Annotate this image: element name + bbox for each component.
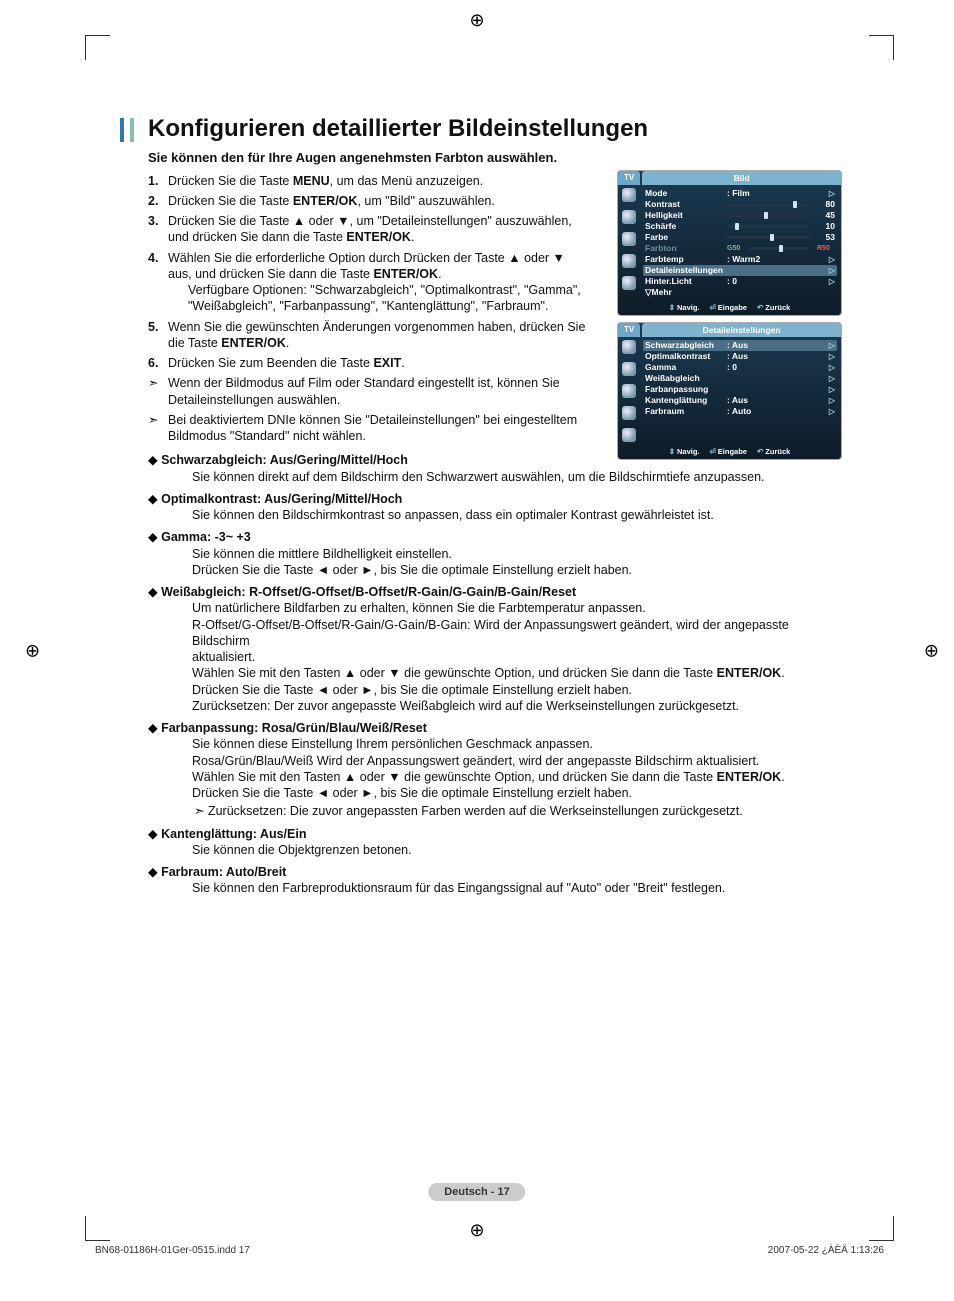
step-item: Drücken Sie die Taste ▲ oder ▼, um "Deta… [148,213,588,246]
osd-category-icon [622,276,636,290]
osd-title: Detaileinstellungen [642,323,841,337]
step-item: Wählen Sie die erforderliche Option durc… [148,250,588,315]
osd-row: Farbe53 [643,232,837,243]
osd-row: Kantenglättung: Aus▷ [643,395,837,406]
step-item: Drücken Sie die Taste ENTER/OK, um "Bild… [148,193,588,209]
osd-category-icon [622,188,636,202]
detail-item: Farbanpassung: Rosa/Grün/Blau/Weiß/Reset… [148,720,840,820]
osd-category-icon [622,210,636,224]
page-content: Konfigurieren detaillierter Bildeinstell… [120,115,840,903]
registration-mark-top: ⊕ [469,10,484,31]
detail-item: Weißabgleich: R-Offset/G-Offset/B-Offset… [148,584,840,714]
registration-mark-left: ⊕ [25,640,40,661]
osd-row: Mode: Film▷ [643,188,837,199]
osd-row: FarbtonG50R50 [643,243,837,254]
osd-category-icon [622,232,636,246]
osd-category-icon [622,384,636,398]
osd-footer: Navig.EingabeZurück [618,301,841,313]
detail-item: Kantenglättung: Aus/EinSie können die Ob… [148,826,840,859]
step-notes: Wenn der Bildmodus auf Film oder Standar… [148,375,588,444]
osd-row: Schärfe10 [643,221,837,232]
step-note: Wenn der Bildmodus auf Film oder Standar… [148,375,588,408]
detail-item: Gamma: -3~ +3Sie können die mittlere Bil… [148,529,840,578]
osd-tab: TV [618,171,640,185]
osd-footer: Navig.EingabeZurück [618,445,841,457]
osd-category-icon [622,340,636,354]
step-item: Drücken Sie die Taste MENU, um das Menü … [148,173,588,189]
page-title: Konfigurieren detaillierter Bildeinstell… [120,115,840,143]
crop-mark [85,35,110,60]
osd-panel-detail: TVDetaileinstellungen Schwarzabgleich: Au… [617,322,842,460]
osd-category-icon [622,406,636,420]
osd-row: ▽Mehr [643,287,837,299]
crop-mark [869,35,894,60]
osd-category-icon [622,362,636,376]
osd-screenshots: TVBildMode: Film▷Kontrast80Helligkeit45S… [617,170,842,466]
osd-row: Farbraum: Auto▷ [643,406,837,417]
osd-row: Helligkeit45 [643,210,837,221]
step-item: Wenn Sie die gewünschten Änderungen vorg… [148,319,588,352]
osd-row: Detaileinstellungen▷ [643,265,837,276]
osd-row: Weißabgleich▷ [643,373,837,384]
page-number-badge: Deutsch - 17 [428,1183,525,1201]
registration-mark-bottom: ⊕ [469,1220,484,1241]
crop-mark [85,1216,110,1241]
steps-column: Drücken Sie die Taste MENU, um das Menü … [148,173,588,445]
osd-row: Optimalkontrast: Aus▷ [643,351,837,362]
osd-row: Schwarzabgleich: Aus▷ [643,340,837,351]
osd-row: Farbtemp: Warm2▷ [643,254,837,265]
osd-category-icon [622,428,636,442]
details-list: Schwarzabgleich: Aus/Gering/Mittel/HochS… [148,452,840,896]
osd-row: Hinter.Licht: 0▷ [643,276,837,287]
intro-text: Sie können den für Ihre Augen angenehmst… [148,149,840,167]
footer-right: 2007-05-22 ¿ÀÈÄ 1:13:26 [768,1245,884,1256]
osd-row: Gamma: 0▷ [643,362,837,373]
steps-list: Drücken Sie die Taste MENU, um das Menü … [148,173,588,372]
osd-tab: TV [618,323,640,337]
footer-meta: BN68-01186H-01Ger-0515.indd 17 2007-05-2… [95,1245,884,1256]
osd-category-icon [622,254,636,268]
osd-row: Kontrast80 [643,199,837,210]
osd-title: Bild [642,171,841,185]
osd-panel-bild: TVBild Mode: Film▷Kontrast80Helligkeit45S… [617,170,842,316]
osd-row: Farbanpassung▷ [643,384,837,395]
footer-left: BN68-01186H-01Ger-0515.indd 17 [95,1245,250,1256]
step-note: Bei deaktiviertem DNIe können Sie "Detai… [148,412,588,445]
step-item: Drücken Sie zum Beenden die Taste EXIT. [148,355,588,371]
detail-item: Optimalkontrast: Aus/Gering/Mittel/HochS… [148,491,840,524]
detail-item: Farbraum: Auto/BreitSie können den Farbr… [148,864,840,897]
registration-mark-right: ⊕ [924,640,939,661]
crop-mark [869,1216,894,1241]
